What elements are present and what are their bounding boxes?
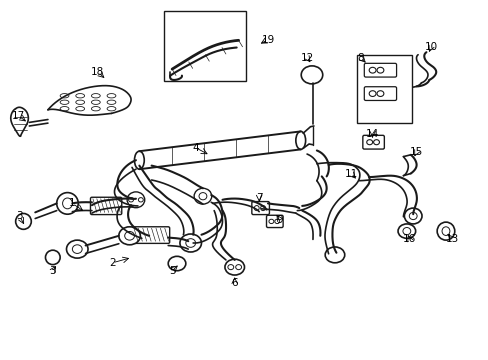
- Ellipse shape: [268, 219, 273, 224]
- Ellipse shape: [260, 206, 265, 211]
- Ellipse shape: [185, 239, 195, 247]
- Ellipse shape: [45, 250, 60, 265]
- Text: 11: 11: [344, 168, 357, 179]
- Text: 9: 9: [276, 215, 283, 225]
- Ellipse shape: [397, 224, 415, 238]
- Ellipse shape: [224, 259, 244, 275]
- Ellipse shape: [127, 192, 144, 208]
- FancyBboxPatch shape: [364, 87, 396, 100]
- Text: 6: 6: [231, 278, 238, 288]
- Ellipse shape: [62, 198, 72, 209]
- Ellipse shape: [366, 140, 372, 145]
- Text: 3: 3: [16, 211, 23, 221]
- Ellipse shape: [168, 256, 185, 271]
- FancyBboxPatch shape: [251, 202, 269, 215]
- Text: 15: 15: [409, 147, 423, 157]
- Ellipse shape: [91, 94, 100, 98]
- FancyBboxPatch shape: [131, 227, 169, 243]
- Ellipse shape: [274, 219, 279, 224]
- Text: 5: 5: [168, 266, 175, 276]
- Ellipse shape: [134, 151, 144, 169]
- Ellipse shape: [76, 100, 84, 104]
- Text: 3: 3: [49, 266, 56, 276]
- Bar: [163, 11, 245, 81]
- FancyBboxPatch shape: [266, 215, 283, 228]
- Text: 4: 4: [192, 143, 199, 153]
- Text: 2: 2: [109, 258, 116, 268]
- Ellipse shape: [60, 100, 69, 104]
- Ellipse shape: [138, 198, 143, 202]
- Ellipse shape: [91, 107, 100, 111]
- Ellipse shape: [124, 231, 134, 240]
- Ellipse shape: [72, 245, 82, 253]
- Text: 7: 7: [255, 193, 262, 203]
- Ellipse shape: [301, 66, 322, 84]
- Ellipse shape: [402, 228, 410, 235]
- Ellipse shape: [16, 213, 31, 229]
- Ellipse shape: [128, 198, 133, 202]
- Ellipse shape: [107, 100, 116, 104]
- Ellipse shape: [376, 67, 383, 73]
- Ellipse shape: [376, 91, 383, 96]
- Ellipse shape: [91, 100, 100, 104]
- Ellipse shape: [119, 227, 140, 245]
- Text: 10: 10: [424, 42, 437, 52]
- Ellipse shape: [60, 94, 69, 98]
- Ellipse shape: [76, 107, 84, 111]
- Ellipse shape: [199, 193, 206, 200]
- Text: 17: 17: [12, 111, 25, 121]
- Text: 14: 14: [365, 129, 379, 139]
- Ellipse shape: [180, 234, 201, 252]
- Text: 1: 1: [69, 198, 76, 208]
- Ellipse shape: [408, 212, 416, 220]
- Ellipse shape: [404, 208, 421, 224]
- Text: 13: 13: [445, 234, 458, 244]
- Ellipse shape: [57, 193, 78, 214]
- FancyBboxPatch shape: [90, 197, 122, 215]
- FancyBboxPatch shape: [362, 135, 384, 149]
- Ellipse shape: [60, 107, 69, 111]
- Ellipse shape: [368, 91, 375, 96]
- Ellipse shape: [194, 188, 211, 204]
- Ellipse shape: [235, 265, 241, 270]
- Ellipse shape: [441, 227, 449, 235]
- Bar: [356, 55, 411, 123]
- Ellipse shape: [373, 140, 379, 145]
- Text: 19: 19: [261, 35, 274, 45]
- Ellipse shape: [295, 131, 305, 149]
- Ellipse shape: [254, 206, 259, 211]
- Ellipse shape: [107, 94, 116, 98]
- Text: 18: 18: [91, 67, 104, 77]
- Ellipse shape: [227, 265, 233, 270]
- Ellipse shape: [368, 67, 375, 73]
- Ellipse shape: [436, 222, 454, 240]
- Text: 8: 8: [357, 53, 364, 63]
- Text: 12: 12: [300, 53, 313, 63]
- Ellipse shape: [107, 107, 116, 111]
- Text: 16: 16: [402, 234, 416, 244]
- Ellipse shape: [66, 240, 88, 258]
- FancyBboxPatch shape: [364, 63, 396, 77]
- Ellipse shape: [76, 94, 84, 98]
- Ellipse shape: [325, 247, 344, 263]
